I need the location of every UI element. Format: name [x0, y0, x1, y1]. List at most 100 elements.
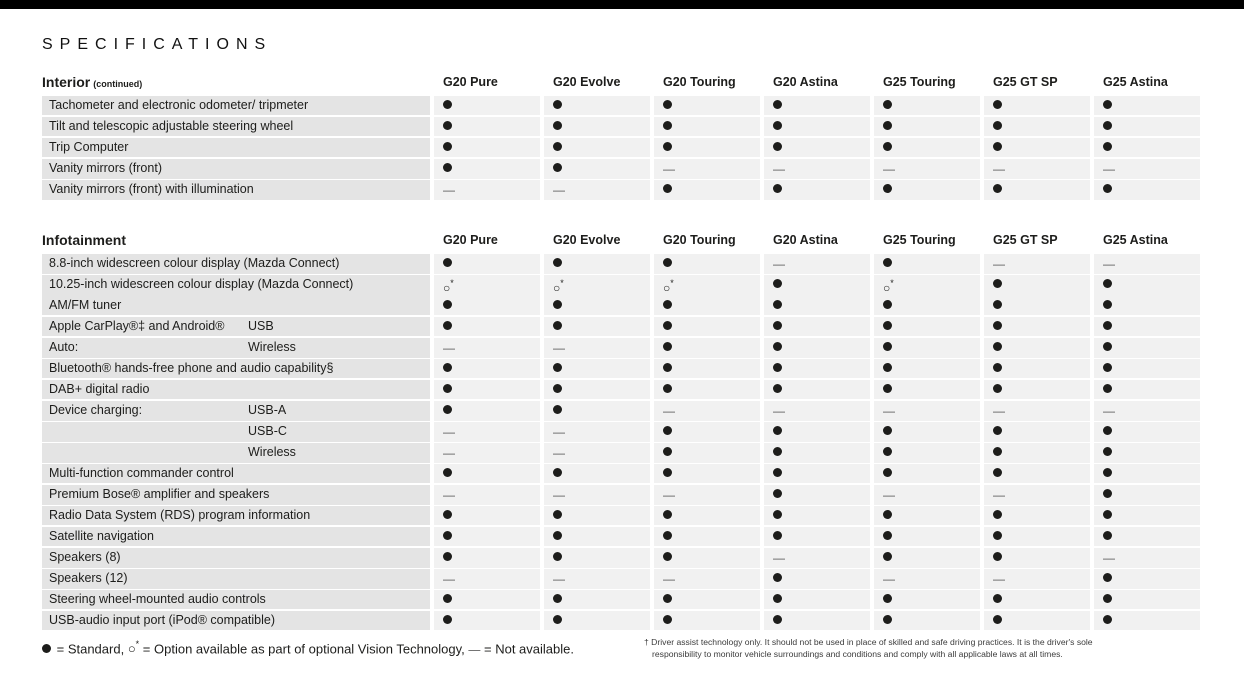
- value-cell: [654, 443, 760, 463]
- value-cell: [764, 569, 870, 589]
- feature-label: Premium Bose® amplifier and speakers: [49, 487, 270, 501]
- value-cell: —: [544, 422, 650, 442]
- not-available-dash-icon: —: [553, 488, 565, 502]
- value-cell: —: [544, 338, 650, 358]
- standard-dot-icon: [443, 405, 452, 415]
- standard-dot-icon: [1103, 510, 1112, 520]
- feature-sublabel: USB-C: [248, 424, 287, 438]
- standard-dot-icon: [883, 121, 892, 131]
- value-cell: [874, 443, 980, 463]
- feature-label: USB-audio input port (iPod® compatible): [49, 613, 275, 627]
- value-cell: [434, 548, 540, 568]
- feature-sublabel: USB-A: [248, 403, 287, 417]
- column-header-g20-evolve: G20 Evolve: [553, 233, 621, 247]
- value-cell: [544, 138, 650, 157]
- feature-label-cell: Premium Bose® amplifier and speakers: [42, 485, 430, 505]
- standard-dot-icon: [1103, 594, 1112, 604]
- not-available-dash-icon: —: [553, 446, 565, 460]
- value-cell: —: [1094, 159, 1200, 179]
- standard-dot-icon: [993, 300, 1002, 310]
- not-available-dash-icon: —: [1103, 551, 1115, 565]
- value-cell: [434, 296, 540, 315]
- standard-dot-icon: [553, 321, 562, 331]
- value-cell: [984, 590, 1090, 609]
- standard-dot-icon: [1103, 184, 1112, 194]
- standard-dot-icon: [773, 279, 782, 289]
- value-cell: [984, 506, 1090, 525]
- standard-dot-icon: [993, 100, 1002, 110]
- value-cell: [1094, 138, 1200, 157]
- standard-dot-icon: [553, 384, 562, 394]
- not-available-dash-icon: —: [993, 162, 1005, 176]
- standard-dot-icon: [773, 384, 782, 394]
- value-cell: —: [764, 548, 870, 568]
- driver-assist-footnote: † Driver assist technology only. It shou…: [644, 637, 1093, 660]
- table-row: USB-C — —: [42, 422, 1204, 442]
- value-cell: [764, 138, 870, 157]
- not-available-dash-icon: —: [443, 572, 455, 586]
- standard-dot-icon: [443, 300, 452, 310]
- value-cell: [764, 338, 870, 358]
- column-header-g20-touring: G20 Touring: [663, 75, 736, 89]
- value-cell: [984, 359, 1090, 378]
- value-cell: [434, 138, 540, 157]
- value-cell: [764, 485, 870, 505]
- value-cell: [434, 254, 540, 274]
- option-circle-icon: ○*: [127, 639, 140, 657]
- standard-dot-icon: [773, 510, 782, 520]
- not-available-dash-icon: —: [553, 341, 565, 355]
- value-cell: [764, 506, 870, 525]
- value-cell: [764, 275, 870, 298]
- standard-dot-icon: [1103, 121, 1112, 131]
- standard-dot-icon: [443, 510, 452, 520]
- standard-dot-icon: [663, 552, 672, 562]
- standard-dot-icon: [883, 142, 892, 152]
- value-cell: [764, 464, 870, 483]
- legend-text: = Standard,: [53, 641, 128, 657]
- table-row: Multi-function commander control: [42, 464, 1204, 483]
- value-cell: —: [544, 485, 650, 505]
- not-available-dash-icon: —: [443, 446, 455, 460]
- value-cell: —: [984, 254, 1090, 274]
- feature-label: Speakers (12): [49, 571, 128, 585]
- table-row: Satellite navigation: [42, 527, 1204, 546]
- value-cell: [1094, 275, 1200, 298]
- value-cell: [1094, 443, 1200, 463]
- column-header-g20-pure: G20 Pure: [443, 75, 498, 89]
- column-header-g20-pure: G20 Pure: [443, 233, 498, 247]
- standard-dot-icon: [993, 531, 1002, 541]
- value-cell: [544, 117, 650, 136]
- standard-dot-icon: [443, 363, 452, 373]
- standard-dot-icon: [773, 184, 782, 194]
- value-cell: [984, 338, 1090, 358]
- value-cell: —: [544, 569, 650, 589]
- standard-dot-icon: [553, 363, 562, 373]
- standard-dot-icon: [773, 321, 782, 331]
- standard-dot-icon: [663, 184, 672, 194]
- feature-label-cell: Device charging: USB-A: [42, 401, 430, 421]
- value-cell: [434, 527, 540, 546]
- feature-label-cell: Bluetooth® hands-free phone and audio ca…: [42, 359, 430, 378]
- value-cell: [654, 506, 760, 525]
- column-header-g20-astina: G20 Astina: [773, 75, 838, 89]
- value-cell: [654, 254, 760, 274]
- value-cell: [544, 611, 650, 630]
- not-available-dash-icon: —: [1103, 257, 1115, 271]
- standard-dot-icon: [993, 426, 1002, 436]
- specification-tables: Interior (continued) G20 Pure G20 Evolve G20…: [42, 72, 1204, 661]
- value-cell: [984, 443, 1090, 463]
- not-available-dash-icon: —: [663, 572, 675, 586]
- standard-dot-icon: [773, 363, 782, 373]
- table-row: Bluetooth® hands-free phone and audio ca…: [42, 359, 1204, 378]
- value-cell: [1094, 569, 1200, 589]
- not-available-dash-icon: —: [993, 257, 1005, 271]
- value-cell: [654, 117, 760, 136]
- value-cell: [544, 296, 650, 315]
- value-cell: [874, 380, 980, 399]
- standard-dot-icon: [663, 510, 672, 520]
- value-cell: [654, 296, 760, 315]
- value-cell: [1094, 422, 1200, 442]
- standard-dot-icon: [1103, 100, 1112, 110]
- table-row: Speakers (8) — —: [42, 548, 1204, 568]
- value-cell: [654, 180, 760, 200]
